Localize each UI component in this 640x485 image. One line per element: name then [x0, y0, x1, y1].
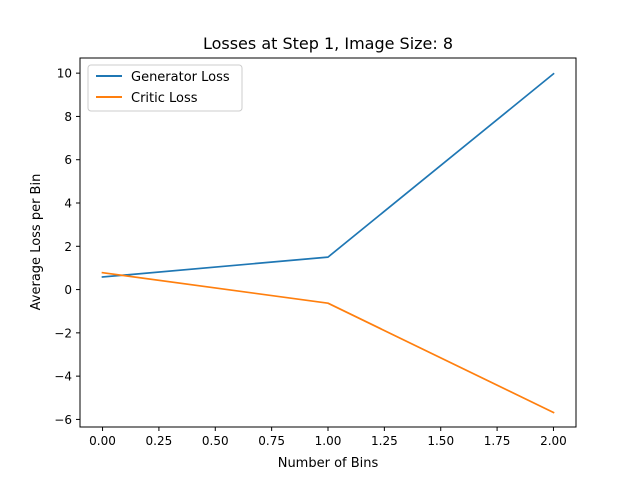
y-tick-label: −4: [54, 370, 72, 384]
legend-box: [87, 64, 243, 112]
series-line-generator-loss: [101, 72, 555, 278]
legend-label-critic-loss: Critic Loss: [131, 91, 198, 106]
chart-title: Losses at Step 1, Image Size: 8: [203, 34, 453, 53]
x-tick-label: 0.00: [89, 434, 116, 448]
y-tick-label: −6: [54, 413, 72, 427]
x-tick-label: 1.75: [484, 434, 511, 448]
x-tick-label: 1.25: [371, 434, 398, 448]
y-tick-label: 2: [64, 240, 72, 254]
x-tick-label: 1.50: [427, 434, 454, 448]
plot-frame: [79, 57, 577, 428]
y-tick-label: −2: [54, 326, 72, 340]
y-tick-label: 0: [64, 283, 72, 297]
legend: Generator Loss Critic Loss: [87, 64, 243, 112]
legend-label-generator-loss: Generator Loss: [131, 70, 230, 85]
x-tick-label: 1.00: [315, 434, 342, 448]
x-tick-label: 0.50: [202, 434, 229, 448]
plot-area: [101, 72, 555, 414]
y-tick-label: 8: [64, 110, 72, 124]
y-tick-label: 4: [64, 197, 72, 211]
x-tick-label: 0.25: [146, 434, 173, 448]
x-axis: 0.00 0.25 0.50 0.75 1.00 1.25 1.50 1.75 2.00: [89, 427, 567, 448]
y-axis: −6 −4 −2 0 2 4 6 8 10: [54, 67, 80, 427]
x-tick-label: 0.75: [258, 434, 285, 448]
y-tick-label: 6: [64, 153, 72, 167]
series-line-critic-loss: [101, 271, 555, 414]
y-axis-label: Average Loss per Bin: [29, 174, 44, 311]
x-tick-label: 2.00: [540, 434, 567, 448]
y-tick-label: 10: [57, 67, 72, 81]
x-axis-label: Number of Bins: [278, 456, 379, 471]
